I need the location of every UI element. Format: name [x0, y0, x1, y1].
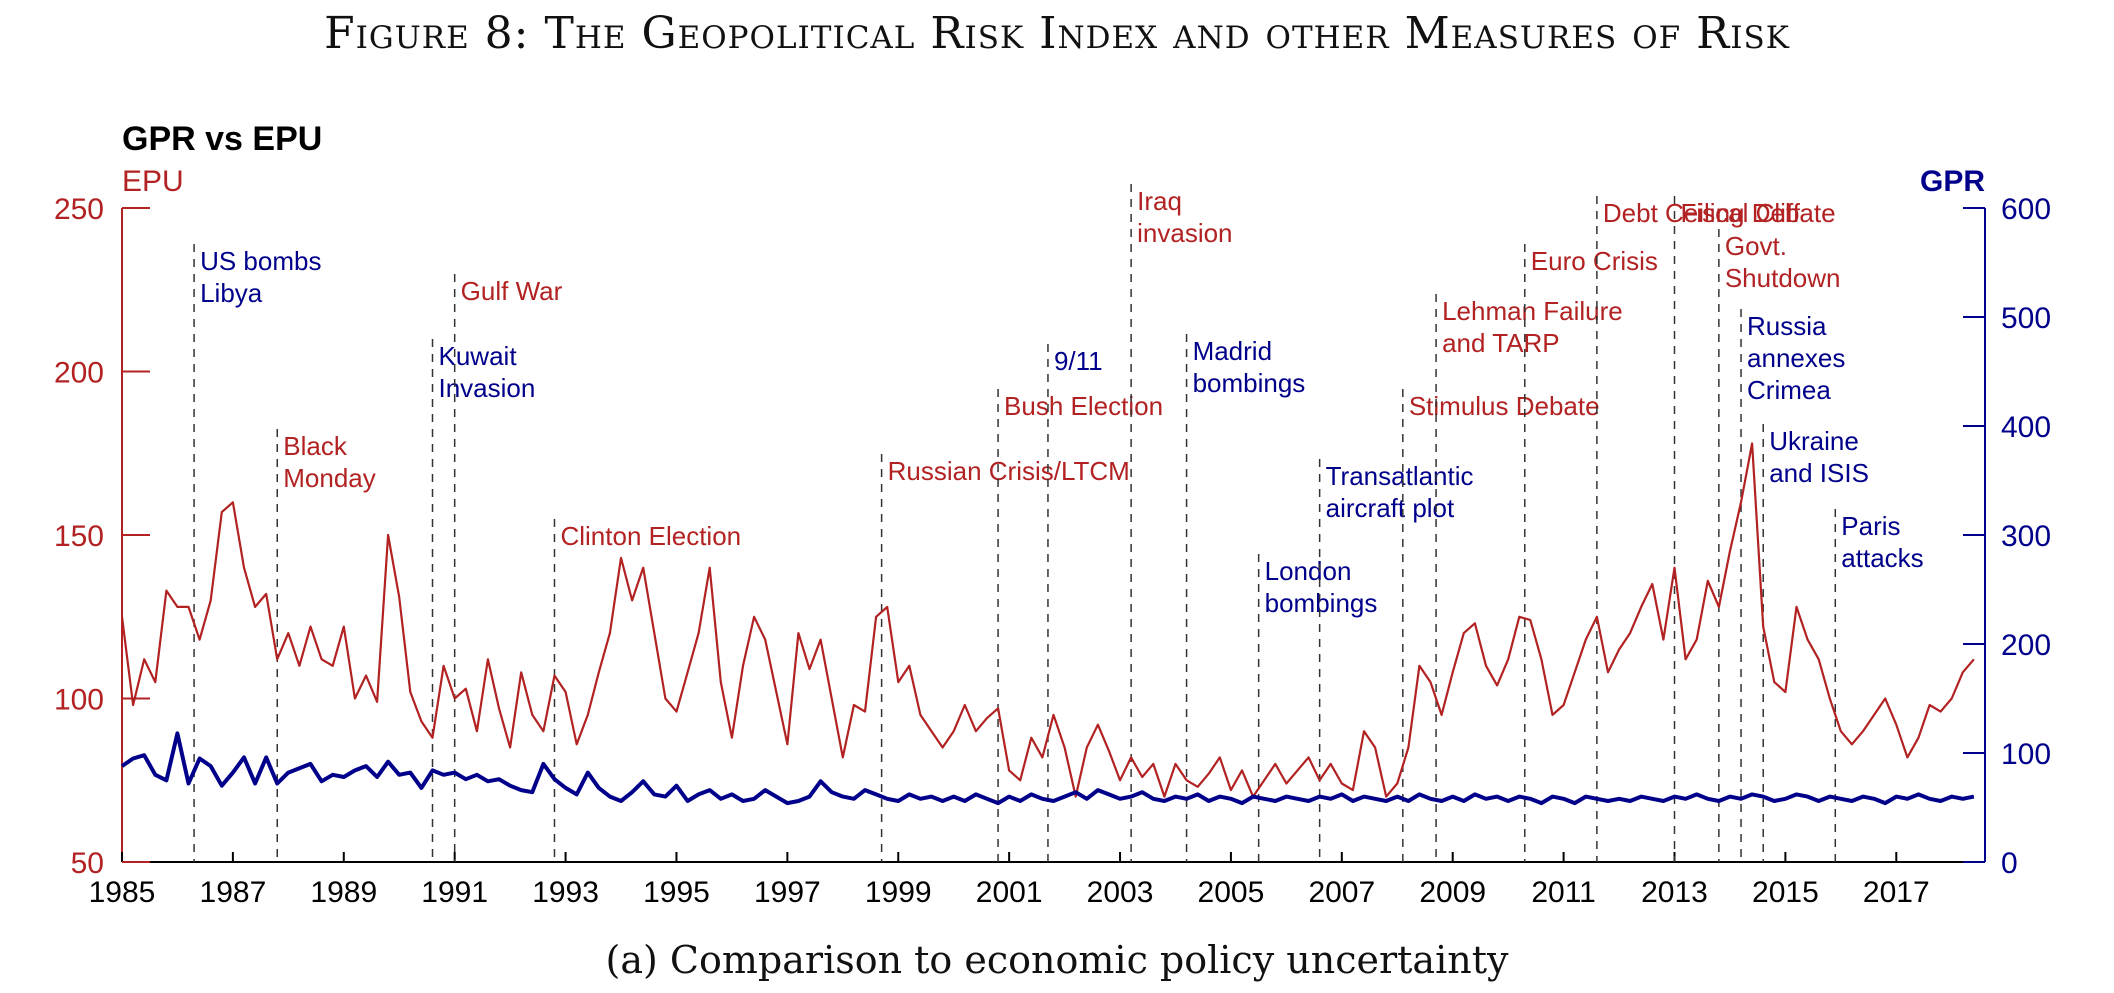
event-label: Euro Crisis: [1531, 246, 1658, 276]
x-tick-label: 1997: [754, 876, 821, 909]
right-tick-label: 200: [2001, 629, 2051, 662]
right-tick-label: 0: [2001, 847, 2018, 880]
left-tick-label: 250: [54, 193, 104, 226]
x-tick-label: 2017: [1863, 876, 1930, 909]
event-label: Madrid: [1193, 336, 1272, 366]
x-tick-label: 2003: [1087, 876, 1154, 909]
event-label: Fiscal Cliff: [1681, 198, 1801, 228]
left-tick-label: 100: [54, 684, 104, 717]
x-tick-label: 2001: [976, 876, 1043, 909]
event-label: invasion: [1137, 218, 1232, 248]
x-tick-label: 1999: [865, 876, 932, 909]
event-label: US bombs: [200, 246, 321, 276]
event-label: Govt.: [1725, 231, 1787, 261]
x-tick-label: 2007: [1308, 876, 1375, 909]
left-tick-label: 150: [54, 520, 104, 553]
left-tick-label: 200: [54, 357, 104, 390]
chart-title: GPR vs EPU: [122, 120, 322, 158]
event-label: bombings: [1265, 588, 1378, 618]
x-tick-label: 2005: [1198, 876, 1265, 909]
right-axis-label: GPR: [1920, 165, 1985, 198]
right-tick-label: 600: [2001, 193, 2051, 226]
event-label: Bush Election: [1004, 391, 1163, 421]
x-tick-label: 1987: [200, 876, 267, 909]
right-tick-label: 500: [2001, 302, 2051, 335]
x-tick-label: 2009: [1419, 876, 1486, 909]
figure-title: Figure 8: The Geopolitical Risk Index an…: [324, 8, 1790, 59]
event-label: Invasion: [439, 373, 536, 403]
left-axis-label: EPU: [122, 165, 184, 198]
left-tick-label: 50: [71, 847, 104, 880]
event-label: Transatlantic: [1326, 461, 1474, 491]
right-tick-label: 300: [2001, 520, 2051, 553]
x-tick-label: 1991: [421, 876, 488, 909]
right-tick-label: 400: [2001, 411, 2051, 444]
event-label: Paris: [1841, 511, 1900, 541]
event-label: Libya: [200, 278, 263, 308]
event-label: aircraft plot: [1326, 493, 1455, 523]
event-label: Russian Crisis/LTCM: [888, 456, 1130, 486]
x-tick-label: 2011: [1531, 876, 1596, 909]
event-label: annexes: [1747, 343, 1845, 373]
event-label: Stimulus Debate: [1409, 391, 1600, 421]
event-label: and ISIS: [1769, 458, 1869, 488]
event-label: bombings: [1193, 368, 1306, 398]
event-label: Gulf War: [461, 276, 563, 306]
right-tick-label: 100: [2001, 738, 2051, 771]
event-label: Kuwait: [439, 341, 518, 371]
event-label: Monday: [283, 463, 376, 493]
event-label: Clinton Election: [560, 521, 741, 551]
series-epu-line: [120, 442, 1975, 798]
x-tick-label: 1995: [643, 876, 710, 909]
event-label: Debt Ceiling Debate: [1603, 198, 1836, 228]
x-tick-label: 1985: [89, 876, 156, 909]
event-label: attacks: [1841, 543, 1923, 573]
x-tick-label: 2015: [1752, 876, 1819, 909]
event-label: Black: [283, 431, 348, 461]
event-label: Russia: [1747, 311, 1827, 341]
x-tick-label: 2013: [1641, 876, 1708, 909]
figure-caption: (a) Comparison to economic policy uncert…: [605, 938, 1509, 982]
event-label: Lehman Failure: [1442, 296, 1623, 326]
event-label: Shutdown: [1725, 263, 1841, 293]
event-label: Iraq: [1137, 186, 1182, 216]
event-label: London: [1265, 556, 1352, 586]
event-label: 9/11: [1054, 346, 1103, 376]
event-label: Crimea: [1747, 375, 1831, 405]
series-gpr-line: [120, 731, 1975, 806]
event-label: and TARP: [1442, 328, 1560, 358]
x-tick-label: 1993: [532, 876, 599, 909]
event-label: Ukraine: [1769, 426, 1859, 456]
x-tick-label: 1989: [310, 876, 377, 909]
